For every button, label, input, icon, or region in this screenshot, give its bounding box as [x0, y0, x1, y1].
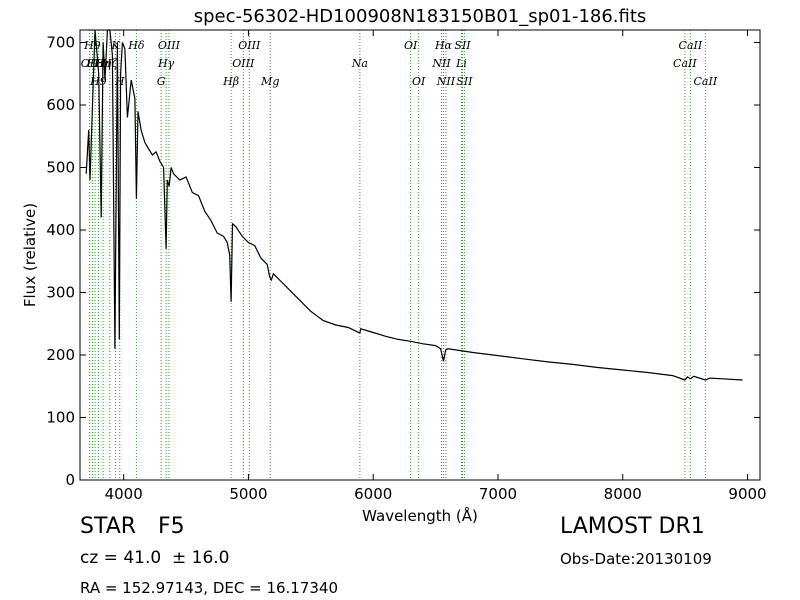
x-tick-label: 7000: [479, 485, 517, 503]
line-marker-label: Li: [455, 57, 467, 70]
coordinates: RA = 152.97143, DEC = 16.17340: [80, 579, 339, 597]
y-axis-label: Flux (relative): [21, 203, 39, 307]
y-axis-ticks: 0 100 200 300 400 500 600 700: [46, 34, 760, 489]
y-tick-label: 300: [46, 284, 75, 302]
line-marker-label: SII: [454, 39, 471, 52]
y-tick-label: 0: [65, 471, 75, 489]
x-axis-label: Wavelength (Å): [362, 506, 478, 525]
object-class: STAR: [80, 514, 137, 539]
y-tick-label: 200: [46, 346, 75, 364]
line-marker-label: OI: [412, 75, 426, 88]
line-marker-label: CaII: [673, 57, 697, 70]
line-marker-label: G: [157, 75, 166, 88]
observation-date: Obs-Date:20130109: [560, 550, 712, 568]
x-tick-label: 6000: [354, 485, 392, 503]
y-tick-label: 500: [46, 159, 75, 177]
line-marker-label: Hδ: [127, 39, 145, 52]
line-marker-label: OIII: [158, 39, 181, 52]
y-tick-label: 400: [46, 221, 75, 239]
line-marker-label: H9: [83, 39, 101, 52]
survey-name: LAMOST DR1: [560, 514, 705, 539]
line-marker-label: Hβ: [222, 75, 239, 88]
line-marker-label: Hα: [434, 39, 453, 52]
plot-frame: [79, 29, 761, 481]
x-tick-label: 5000: [229, 485, 267, 503]
line-marker-label: H9: [89, 75, 107, 88]
line-marker-label: Hγ: [157, 57, 175, 70]
x-tick-label: 8000: [604, 485, 642, 503]
line-marker-label: Mg: [260, 75, 279, 88]
emission-line-labels: OIIH9H8H9HηHζKHHδGHγOIIIHβOIIIOIIIMgNaOI…: [81, 39, 718, 88]
line-marker-label: K: [110, 39, 120, 52]
line-marker-label: OI: [404, 39, 418, 52]
emission-line-markers: [89, 30, 706, 480]
x-tick-label: 9000: [728, 485, 766, 503]
line-marker-label: NII: [436, 75, 456, 88]
line-marker-label: SII: [456, 75, 473, 88]
line-marker-label: H: [114, 75, 125, 88]
line-marker-label: OIII: [238, 39, 261, 52]
y-tick-label: 600: [46, 96, 75, 114]
chart-title: spec-56302-HD100908N183150B01_sp01-186.f…: [194, 6, 647, 27]
object-subclass: F5: [158, 514, 185, 539]
line-marker-label: CaII: [679, 39, 703, 52]
line-marker-label: Na: [351, 57, 368, 70]
y-tick-label: 100: [46, 409, 75, 427]
y-tick-label: 700: [46, 34, 75, 52]
x-tick-label: 4000: [105, 485, 143, 503]
redshift-value: cz = 41.0 ± 16.0: [80, 548, 230, 568]
line-marker-label: NII: [431, 57, 451, 70]
line-marker-label: OIII: [232, 57, 255, 70]
line-marker-label: CaII: [694, 75, 718, 88]
spectrum-line: [85, 29, 743, 381]
line-marker-label: H8: [86, 57, 104, 70]
x-axis-ticks: 4000 5000 6000 7000 8000 9000: [105, 30, 767, 503]
